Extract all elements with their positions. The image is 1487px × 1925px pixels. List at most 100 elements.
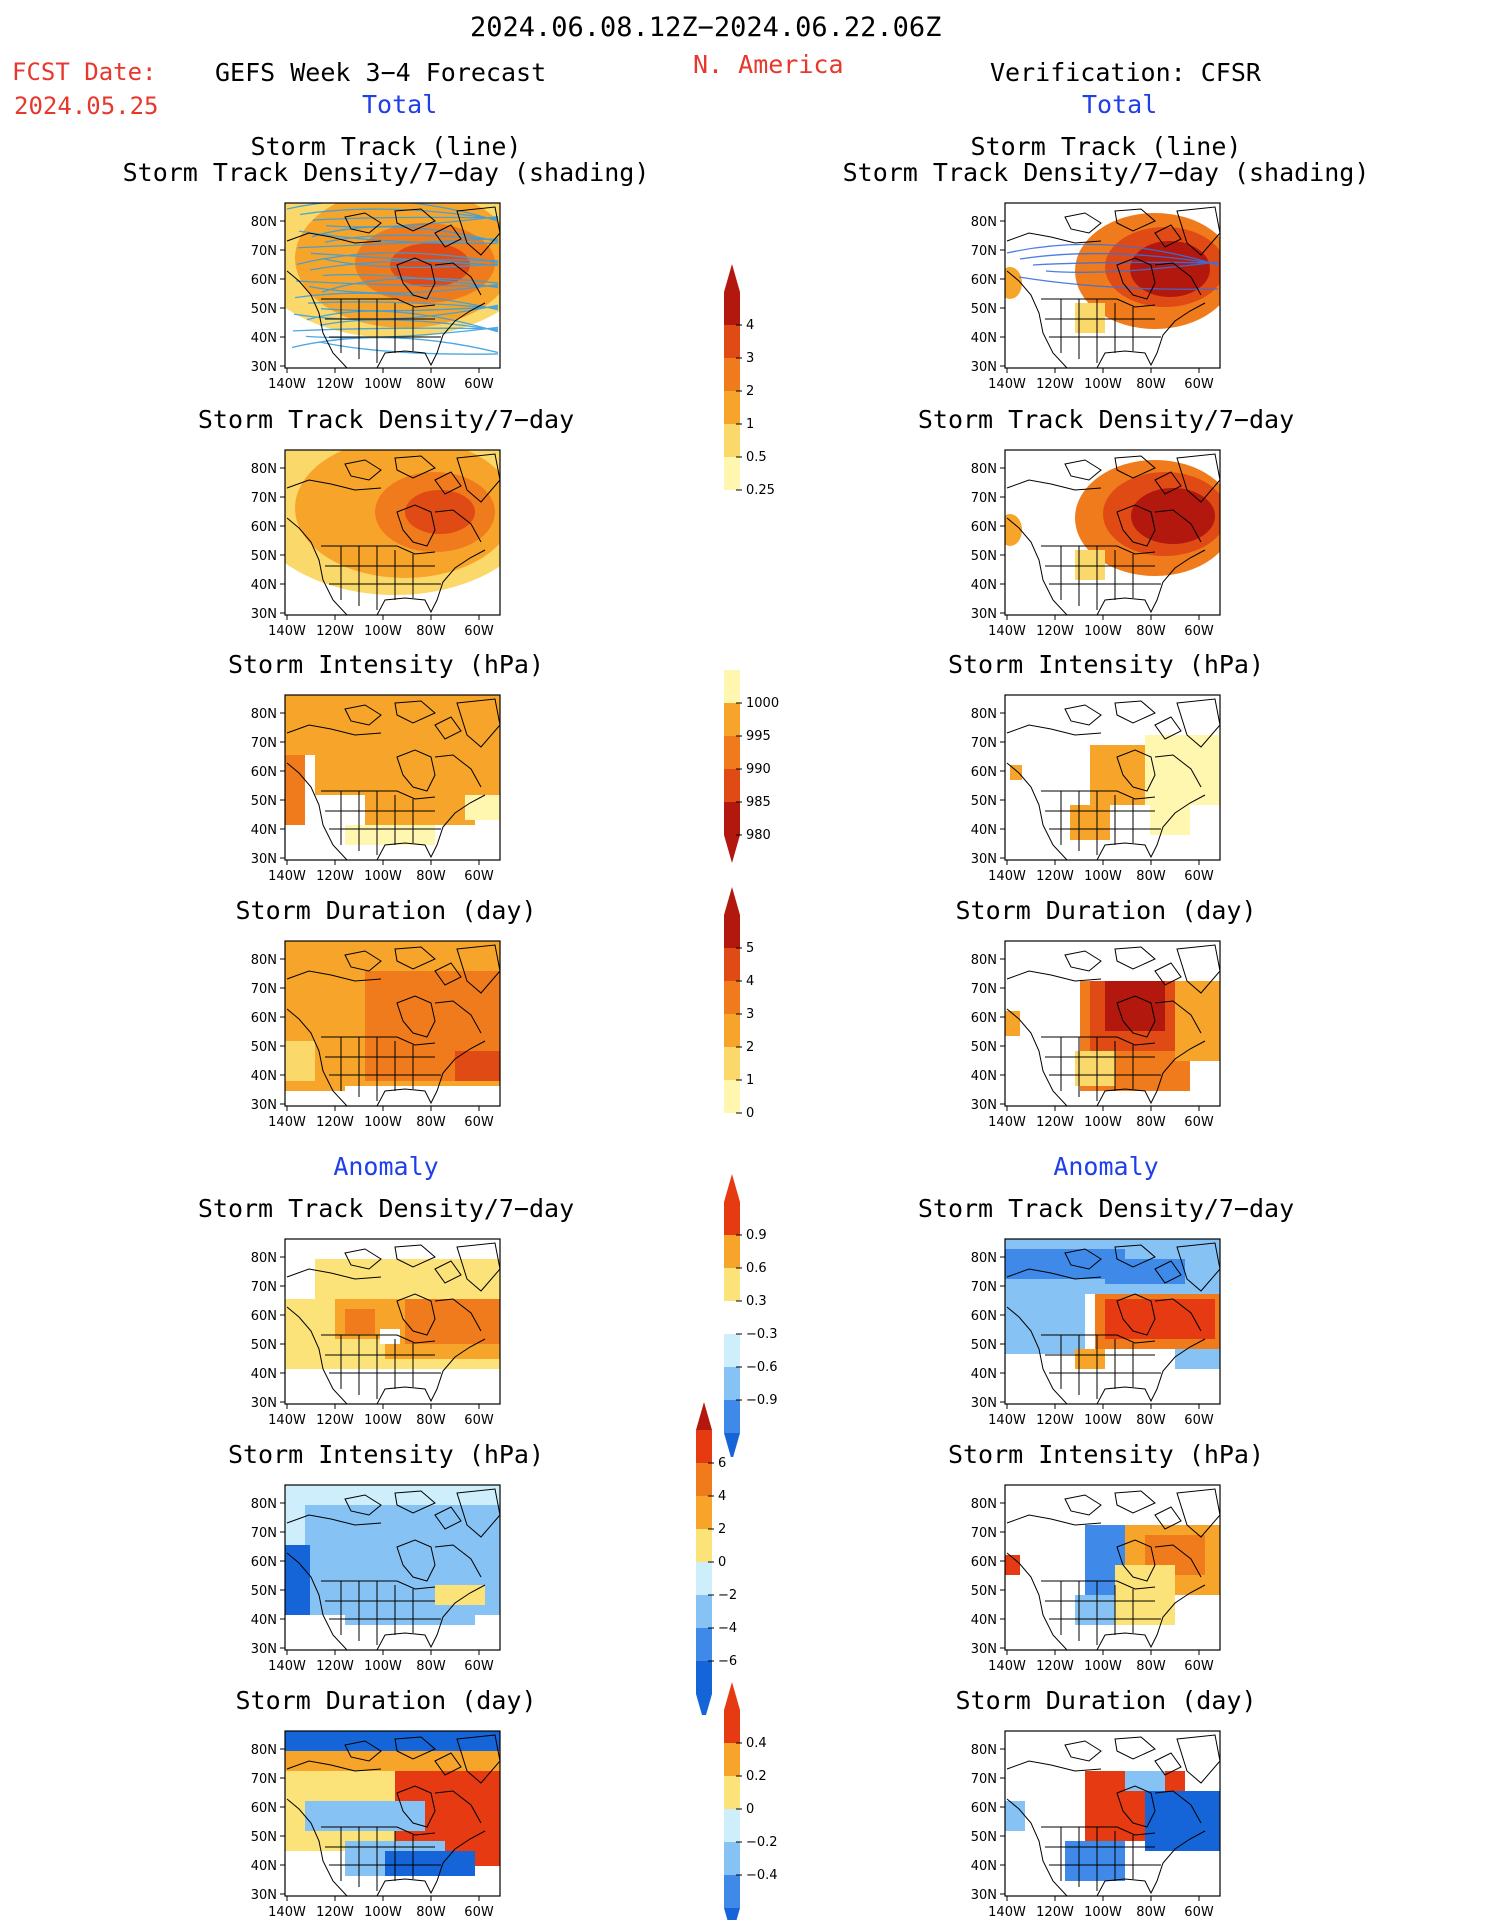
storm-track xyxy=(295,280,499,287)
colorbar-label: 1000 xyxy=(746,696,779,711)
lat-tick-label: 60N xyxy=(251,765,277,780)
coast-line xyxy=(1116,995,1156,1038)
shade-cell xyxy=(1005,1294,1085,1354)
lat-tick-label: 40N xyxy=(971,1859,997,1874)
coast-line xyxy=(1176,1734,1220,1784)
lat-tick-label: 70N xyxy=(251,491,277,506)
colorbar-segment xyxy=(724,670,740,703)
lon-tick-label: 140W xyxy=(988,624,1026,639)
lat-tick-label: 70N xyxy=(971,244,997,259)
lon-tick-label: 60W xyxy=(464,1659,494,1674)
fcst-date-label: FCST Date: xyxy=(12,58,157,86)
coast-line xyxy=(286,479,382,491)
colorbar-label: 2 xyxy=(718,1522,726,1537)
storm-track xyxy=(310,252,499,266)
storm-track xyxy=(1006,243,1219,266)
coast-line xyxy=(1006,1306,1068,1404)
coast-line xyxy=(1045,546,1161,610)
left-total-label: Total xyxy=(362,90,438,119)
coast-line xyxy=(456,1488,500,1538)
colorbar-segment xyxy=(724,457,740,490)
lat-tick-label: 40N xyxy=(971,331,997,346)
colorbar-label: −0.9 xyxy=(746,1393,778,1408)
lat-tick-label: 70N xyxy=(251,1772,277,1787)
coast-line xyxy=(434,1544,482,1578)
right-total-label: Total xyxy=(1082,90,1158,119)
colorbar-segment xyxy=(724,769,740,802)
lat-tick-label: 40N xyxy=(251,331,277,346)
coastline xyxy=(1006,698,1220,860)
storm-track xyxy=(325,215,499,228)
lat-tick-label: 70N xyxy=(251,982,277,997)
lat-tick-label: 50N xyxy=(251,1040,277,1055)
map-content xyxy=(1005,1239,1220,1404)
coast-line xyxy=(456,1242,500,1292)
coast-line xyxy=(344,704,382,726)
coast-line xyxy=(344,459,382,481)
lon-tick-label: 120W xyxy=(316,1905,354,1920)
lat-tick-label: 80N xyxy=(971,953,997,968)
colorbar-top-arrow xyxy=(724,264,740,292)
lat-tick-label: 70N xyxy=(971,1280,997,1295)
coast-line xyxy=(1176,944,1220,994)
coastline xyxy=(286,453,500,615)
colorbar-segment xyxy=(724,948,740,981)
colorbar-label: −4 xyxy=(718,1621,737,1636)
coast-line xyxy=(1006,1798,1068,1896)
shade-cell xyxy=(1115,1565,1175,1625)
lat-tick-label: 50N xyxy=(251,794,277,809)
colorbar-label: 0.3 xyxy=(746,1294,767,1309)
lon-tick-label: 120W xyxy=(316,869,354,884)
coast-line xyxy=(394,1244,436,1268)
lon-tick-label: 60W xyxy=(464,1905,494,1920)
lat-tick-label: 80N xyxy=(971,707,997,722)
coast-line xyxy=(456,698,500,748)
coast-line xyxy=(434,1506,462,1530)
shade-cell xyxy=(1010,765,1022,780)
lat-tick-label: 30N xyxy=(971,852,997,867)
map-border xyxy=(1004,1484,1221,1651)
colorbar-label: 0.5 xyxy=(746,450,767,465)
lat-tick-label: 60N xyxy=(971,1555,997,1570)
coast-line xyxy=(1154,224,1182,248)
lon-tick-label: 120W xyxy=(1036,377,1074,392)
map-frame: 80N 70N 60N 50N 40N 30N 140W 120W 100W 80W 60W xyxy=(251,462,494,639)
coast-line xyxy=(286,1306,348,1404)
lon-tick-label: 140W xyxy=(268,869,306,884)
coast-line xyxy=(1176,698,1220,748)
coast-line xyxy=(434,1260,462,1284)
lat-tick-label: 50N xyxy=(971,1040,997,1055)
shade-cell xyxy=(405,1299,500,1344)
lat-tick-label: 40N xyxy=(251,1367,277,1382)
coast-line xyxy=(434,262,482,296)
colorbar-label: 2 xyxy=(746,384,754,399)
coast-line xyxy=(344,950,382,972)
coast-line xyxy=(325,1037,441,1101)
lat-tick-label: 60N xyxy=(971,1309,997,1324)
coast-line xyxy=(1006,762,1068,860)
colorbar-segment xyxy=(724,981,740,1014)
lon-tick-label: 120W xyxy=(1036,624,1074,639)
colorbar-segment xyxy=(696,1463,712,1496)
coastline xyxy=(1006,944,1220,1106)
intensity-anomaly-colorbar: 6 4 2 0 −2 −4 −6 xyxy=(696,1402,737,1715)
lat-tick-label: 50N xyxy=(251,549,277,564)
right-track-shading-title: Storm Track Density/7−day (shading) xyxy=(842,158,1370,187)
map-content xyxy=(1005,944,1220,1106)
coast-line xyxy=(286,517,348,615)
lon-tick-label: 100W xyxy=(364,1115,402,1130)
coast-line xyxy=(1006,1268,1102,1280)
coast-line xyxy=(1114,455,1156,479)
shade-cell xyxy=(385,1851,475,1876)
colorbar-label: −0.6 xyxy=(746,1360,778,1375)
coast-line xyxy=(286,1552,348,1650)
shade-cell xyxy=(1075,303,1105,333)
coast-line xyxy=(1006,479,1102,491)
shade-cell xyxy=(1105,1259,1185,1284)
colorbar-segment xyxy=(696,1661,712,1694)
shade-cell xyxy=(1090,745,1150,805)
lat-tick-label: 30N xyxy=(251,1098,277,1113)
colorbar-label: 0.4 xyxy=(746,1736,767,1751)
storm-track xyxy=(306,310,499,333)
colorbar-segment xyxy=(724,1202,740,1235)
